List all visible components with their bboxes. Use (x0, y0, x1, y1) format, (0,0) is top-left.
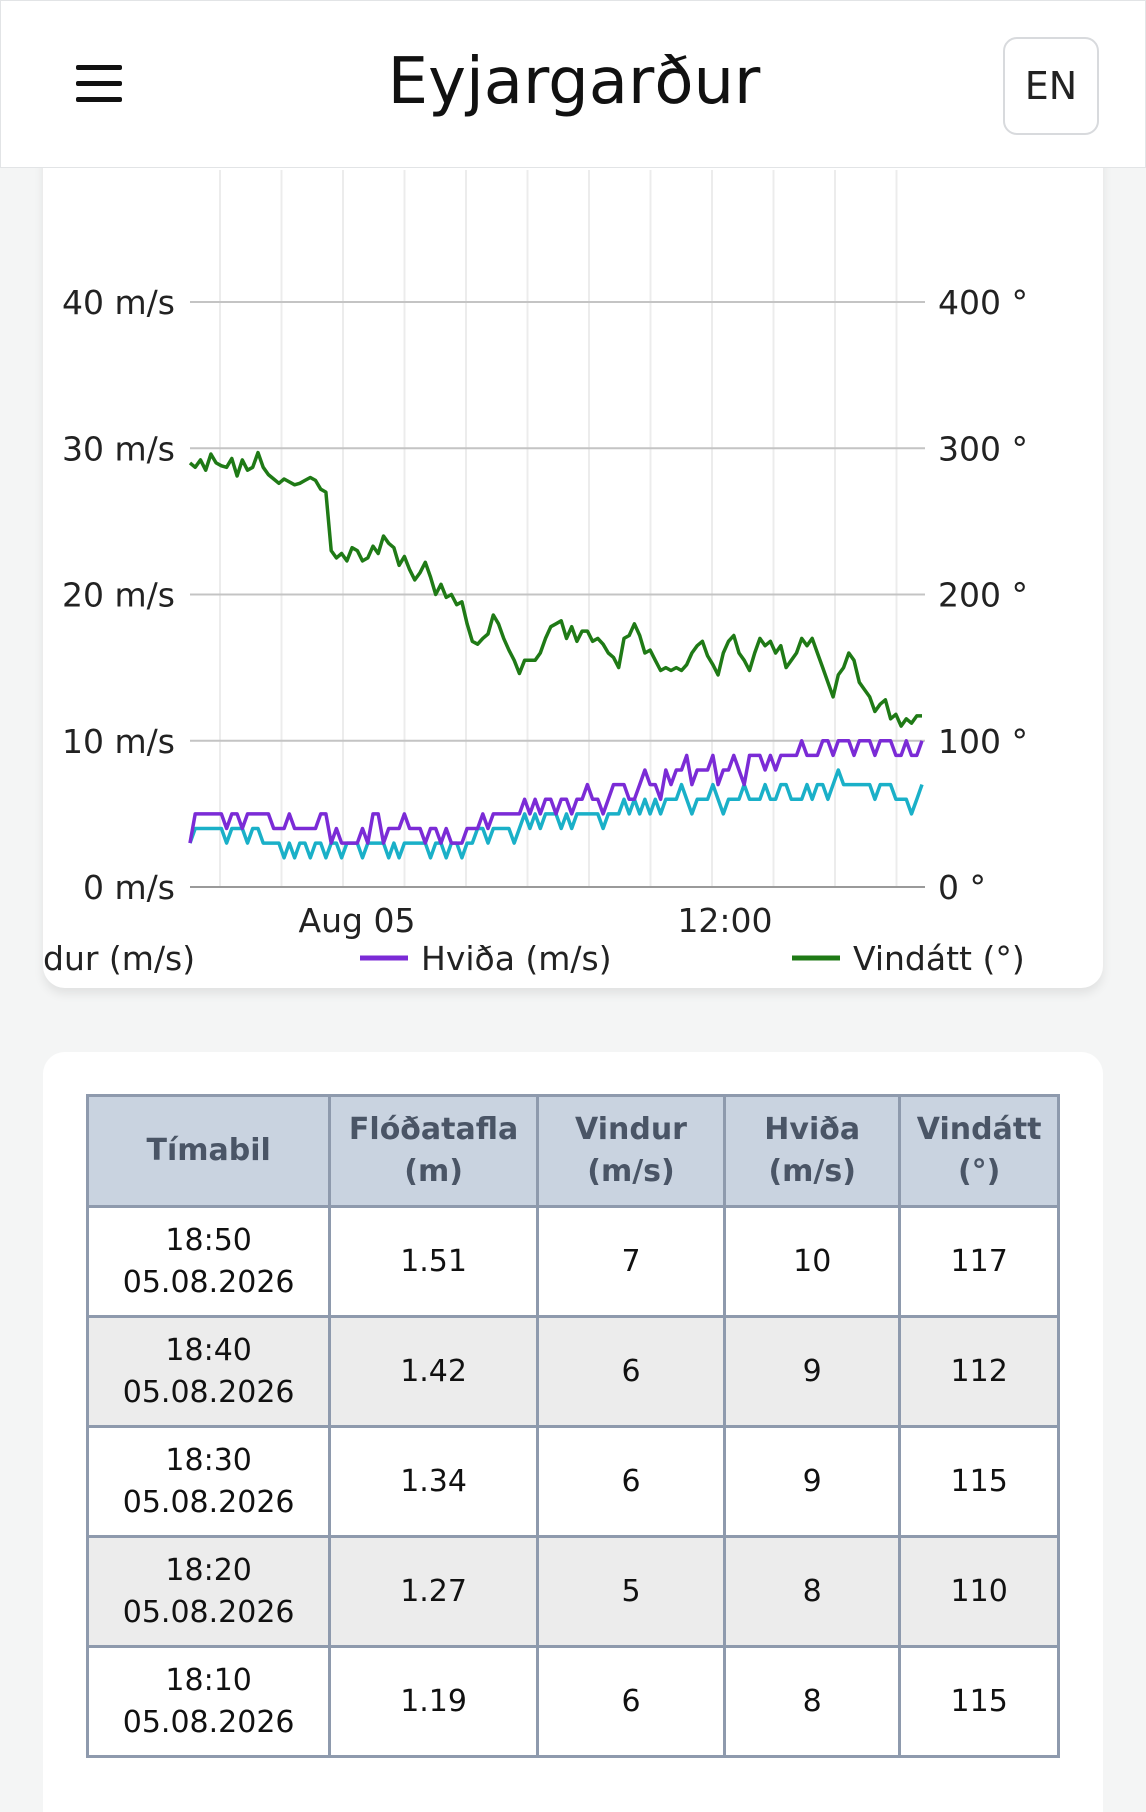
y-left-tick-label: 30 m/s (62, 429, 175, 468)
wind-chart-card: 0 m/s 10 m/s 20 m/s 30 m/s 40 m/s 0 ° 100 ° 20… (43, 150, 1103, 988)
cell-gust: 8 (723, 1535, 902, 1648)
cell-tide: 1.19 (328, 1645, 539, 1758)
y-left-tick-label: 0 m/s (83, 868, 175, 907)
y-right-tick-label: 400 ° (938, 283, 1028, 322)
cell-wind: 6 (535, 1425, 727, 1538)
y-right-tick-label: 100 ° (938, 722, 1028, 761)
header-time[interactable]: Tímabil (85, 1094, 332, 1208)
cell-time: 18:40 05.08.2026 (85, 1315, 332, 1428)
legend-label[interactable]: dur (m/s) (43, 939, 195, 978)
cell-direction: 115 (898, 1425, 1060, 1538)
cell-gust: 9 (723, 1425, 902, 1538)
cell-time: 18:50 05.08.2026 (85, 1205, 332, 1318)
cell-tide: 1.42 (328, 1315, 539, 1428)
table-row: 18:10 05.08.2026 1.19 6 8 115 (85, 1645, 1060, 1758)
cell-time: 18:10 05.08.2026 (85, 1645, 332, 1758)
cell-tide: 1.34 (328, 1425, 539, 1538)
legend-label[interactable]: Hviða (m/s) (421, 939, 612, 978)
header-direction[interactable]: Vindátt (°) (898, 1094, 1060, 1208)
cell-time: 18:30 05.08.2026 (85, 1425, 332, 1538)
x-tick-label: 12:00 (677, 901, 772, 940)
hamburger-menu-icon[interactable] (71, 61, 127, 107)
y-left-tick-label: 10 m/s (62, 722, 175, 761)
cell-direction: 110 (898, 1535, 1060, 1648)
y-right-tick-label: 0 ° (938, 868, 986, 907)
cell-time: 18:20 05.08.2026 (85, 1535, 332, 1648)
cell-gust: 10 (723, 1205, 902, 1318)
legend-label[interactable]: Vindátt (°) (853, 939, 1025, 978)
cell-direction: 117 (898, 1205, 1060, 1318)
header-gust[interactable]: Hviða (m/s) (723, 1094, 902, 1208)
cell-gust: 8 (723, 1645, 902, 1758)
table-row: 18:20 05.08.2026 1.27 5 8 110 (85, 1535, 1060, 1648)
y-axis-left: 0 m/s 10 m/s 20 m/s 30 m/s 40 m/s (62, 283, 175, 907)
x-axis: Aug 05 12:00 (299, 901, 773, 940)
y-right-tick-label: 200 ° (938, 576, 1028, 615)
series-line (188, 450, 922, 728)
app-header: Eyjargarður EN (0, 0, 1146, 168)
measurements-table: Tímabil Flóðatafla (m) Vindur (m/s) Hviða(… (85, 1094, 1060, 1758)
chart-legend[interactable]: dur (m/s) Hviða (m/s) Vindátt (°) (43, 939, 1025, 978)
cell-wind: 6 (535, 1315, 727, 1428)
header-wind[interactable]: Vindur (m/s) (535, 1094, 727, 1208)
y-axis-right: 0 ° 100 ° 200 ° 300 ° 400 ° (938, 283, 1028, 907)
cell-direction: 115 (898, 1645, 1060, 1758)
table-row: 18:30 05.08.2026 1.34 6 9 115 (85, 1425, 1060, 1538)
cell-wind: 6 (535, 1645, 727, 1758)
cell-wind: 5 (535, 1535, 727, 1648)
table-row: 18:40 05.08.2026 1.42 6 9 112 (85, 1315, 1060, 1428)
language-toggle-button[interactable]: EN (1003, 37, 1099, 135)
vertical-grid (219, 170, 898, 887)
header-tide[interactable]: Flóðatafla (m) (328, 1094, 539, 1208)
cell-direction: 112 (898, 1315, 1060, 1428)
horizontal-grid (190, 301, 925, 888)
cell-tide: 1.27 (328, 1535, 539, 1648)
wind-chart: 0 m/s 10 m/s 20 m/s 30 m/s 40 m/s 0 ° 100 ° 20… (43, 170, 1028, 978)
x-tick-label: Aug 05 (299, 901, 416, 940)
page-title: Eyjargarður (387, 45, 761, 119)
table-header-row: Tímabil Flóðatafla (m) Vindur (m/s) Hviða(… (85, 1094, 1060, 1208)
cell-tide: 1.51 (328, 1205, 539, 1318)
cell-wind: 7 (535, 1205, 727, 1318)
series-line (188, 739, 924, 845)
chart-series (188, 450, 924, 860)
y-left-tick-label: 40 m/s (62, 283, 175, 322)
table-row: 18:50 05.08.2026 1.51 7 10 117 (85, 1205, 1060, 1318)
cell-gust: 9 (723, 1315, 902, 1428)
y-right-tick-label: 300 ° (938, 429, 1028, 468)
y-left-tick-label: 20 m/s (62, 576, 175, 615)
